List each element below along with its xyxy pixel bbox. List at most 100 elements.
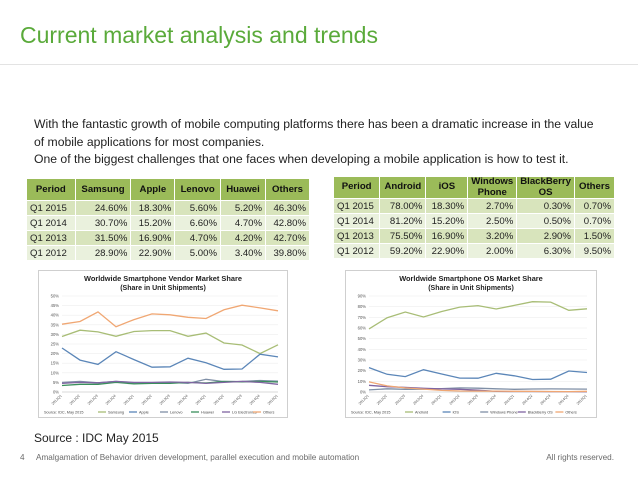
column-header: Period bbox=[332, 176, 381, 199]
footer-rights: All rights reserved. bbox=[546, 453, 614, 462]
table-cell: 15.20% bbox=[130, 215, 176, 231]
x-tick-label: 2012Q3 bbox=[394, 394, 406, 406]
table-cell: 31.50% bbox=[74, 230, 132, 246]
legend-label: Lenovo bbox=[170, 411, 182, 415]
table-cell: Q1 2013 bbox=[26, 230, 76, 246]
y-tick-label: 0% bbox=[53, 390, 59, 395]
column-header: Others bbox=[265, 178, 310, 201]
y-tick-label: 40% bbox=[51, 313, 60, 318]
y-tick-label: 50% bbox=[358, 336, 367, 341]
table-cell: 0.70% bbox=[573, 213, 616, 229]
x-tick-label: 2012Q3 bbox=[87, 394, 99, 406]
table-cell: 4.70% bbox=[219, 215, 267, 231]
chart-frame bbox=[345, 270, 597, 418]
table-cell: Q1 2012 bbox=[332, 243, 381, 259]
y-tick-label: 5% bbox=[53, 380, 59, 385]
table-cell: 6.60% bbox=[174, 215, 221, 231]
x-tick-label: 2012Q2 bbox=[69, 394, 81, 406]
table-cell: 3.40% bbox=[219, 245, 267, 261]
y-tick-label: 0% bbox=[360, 390, 366, 395]
table-cell: 0.50% bbox=[516, 213, 575, 229]
title-divider bbox=[0, 64, 638, 65]
legend-label: iOS bbox=[453, 411, 460, 415]
column-header: Lenovo bbox=[174, 178, 221, 201]
table-cell: 2.90% bbox=[516, 228, 575, 244]
column-header: Windows Phone bbox=[467, 176, 518, 199]
legend-label: Apple bbox=[139, 411, 149, 415]
table-cell: 22.90% bbox=[425, 243, 469, 259]
y-tick-label: 50% bbox=[51, 294, 60, 299]
table-cell: 2.50% bbox=[467, 213, 518, 229]
legend-label: Android bbox=[415, 411, 428, 415]
x-tick-label: 2013Q1 bbox=[123, 394, 135, 406]
series-line-others bbox=[61, 304, 279, 328]
y-tick-label: 40% bbox=[358, 347, 367, 352]
table-row: Q1 2015 24.60% 18.30% 5.60% 5.20% 46.30% bbox=[26, 200, 310, 216]
x-tick-label: 2013Q4 bbox=[485, 394, 497, 406]
table-cell: Q1 2014 bbox=[332, 213, 381, 229]
x-tick-label: 2014Q2 bbox=[213, 394, 225, 406]
paragraph-line: One of the biggest challenges that one f… bbox=[34, 152, 569, 166]
table-cell: 28.90% bbox=[74, 245, 132, 261]
legend-label: BlackBerry OS bbox=[528, 411, 553, 415]
table-cell: Q1 2014 bbox=[26, 215, 76, 231]
table-cell: 6.30% bbox=[516, 243, 575, 259]
y-tick-label: 70% bbox=[358, 315, 367, 320]
table-row: Q1 2012 59.20% 22.90% 2.00% 6.30% 9.50% bbox=[332, 243, 616, 259]
table-cell: 46.30% bbox=[265, 200, 310, 216]
y-tick-label: 80% bbox=[358, 304, 367, 309]
x-tick-label: 2013Q1 bbox=[430, 394, 442, 406]
series-line-apple bbox=[61, 347, 279, 370]
table-cell: Q1 2012 bbox=[26, 245, 76, 261]
y-tick-label: 25% bbox=[51, 342, 60, 347]
table-cell: 16.90% bbox=[425, 228, 469, 244]
column-header: Others bbox=[573, 176, 616, 199]
vendor-share-table: Period Samsung Apple Lenovo Huawei Other… bbox=[26, 178, 310, 261]
y-tick-label: 60% bbox=[358, 326, 367, 331]
table-row: Q1 2013 31.50% 16.90% 4.70% 4.20% 42.70% bbox=[26, 230, 310, 246]
table-cell: 59.20% bbox=[379, 243, 427, 259]
x-tick-label: 2012Q1 bbox=[51, 394, 63, 406]
series-line-others bbox=[368, 381, 588, 393]
table-cell: 16.90% bbox=[130, 230, 176, 246]
x-tick-label: 2014Q3 bbox=[231, 394, 243, 406]
vendor-share-chart: Worldwide Smartphone Vendor Market Share… bbox=[38, 270, 288, 418]
series-line-ios bbox=[368, 366, 588, 381]
chart-subtitle: (Share in Unit Shipments) bbox=[120, 285, 206, 292]
x-tick-label: 2013Q3 bbox=[159, 394, 171, 406]
legend-label: Huawei bbox=[201, 411, 214, 415]
table-cell: 5.20% bbox=[219, 200, 267, 216]
table-cell: Q1 2015 bbox=[26, 200, 76, 216]
chart-title: Worldwide Smartphone OS Market Share bbox=[399, 274, 543, 283]
y-tick-label: 45% bbox=[51, 303, 60, 308]
slide-title: Current market analysis and trends bbox=[20, 22, 378, 48]
source-note: Source : IDC May 2015 bbox=[34, 431, 159, 445]
x-tick-label: 2013Q2 bbox=[141, 394, 153, 406]
table-cell: 22.90% bbox=[130, 245, 176, 261]
y-tick-label: 30% bbox=[51, 332, 60, 337]
legend-label: Others bbox=[263, 411, 274, 415]
table-cell: 24.60% bbox=[74, 200, 132, 216]
table-cell: 30.70% bbox=[74, 215, 132, 231]
table-header-row: Period Samsung Apple Lenovo Huawei Other… bbox=[26, 178, 310, 201]
table-cell: 9.50% bbox=[573, 243, 616, 259]
table-cell: 18.30% bbox=[130, 200, 176, 216]
series-line-lg-electronics bbox=[61, 380, 279, 385]
table-cell: 4.20% bbox=[219, 230, 267, 246]
column-header: BlackBerry OS bbox=[516, 176, 575, 199]
os-share-table: Period Android iOS Windows Phone BlackBe… bbox=[332, 176, 616, 259]
column-header: Apple bbox=[130, 178, 176, 201]
chart-source: Source: IDC, May 2015 bbox=[351, 411, 390, 415]
y-tick-label: 90% bbox=[358, 294, 367, 299]
table-cell: 5.00% bbox=[174, 245, 221, 261]
page-number: 4 bbox=[20, 453, 25, 462]
x-tick-label: 2014Q4 bbox=[558, 394, 570, 406]
footer-text: Amalgamation of Behavior driven developm… bbox=[36, 453, 360, 462]
table-cell: Q1 2013 bbox=[332, 228, 381, 244]
table-row: Q1 2014 81.20% 15.20% 2.50% 0.50% 0.70% bbox=[332, 213, 616, 229]
column-header: Huawei bbox=[219, 178, 267, 201]
table-row: Q1 2015 78.00% 18.30% 2.70% 0.30% 0.70% bbox=[332, 198, 616, 214]
table-cell: Q1 2015 bbox=[332, 198, 381, 214]
table-cell: 42.70% bbox=[265, 230, 310, 246]
chart-source: Source: IDC, May 2015 bbox=[44, 411, 83, 415]
